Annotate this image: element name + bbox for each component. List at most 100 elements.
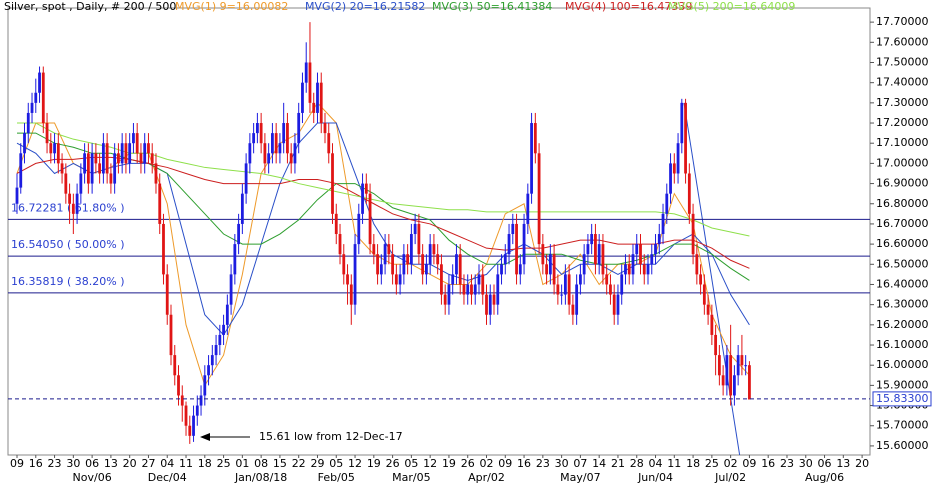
x-tick-label: 04	[649, 457, 663, 470]
candle-body	[101, 143, 105, 174]
candle-body	[229, 274, 233, 305]
candle-body	[139, 153, 143, 164]
candle-body	[473, 284, 477, 295]
level-label: 16.72281 ( 61.80% )	[11, 201, 125, 214]
candle-body	[75, 193, 79, 214]
candle-body	[642, 264, 646, 275]
candle-body	[451, 274, 455, 285]
y-tick-label: 16.80000	[876, 197, 929, 210]
candle-body	[639, 244, 642, 265]
annotation: 15.61 low from 12-Dec-17	[259, 430, 403, 443]
candle-body	[312, 102, 316, 113]
candle-body	[244, 163, 248, 194]
candle-body	[109, 173, 113, 184]
x-tick-label: 15	[273, 457, 287, 470]
candle-body	[496, 274, 500, 305]
candle-body	[440, 264, 443, 295]
trend-line	[683, 102, 741, 455]
x-tick-label: 05	[404, 457, 418, 470]
candle-body	[601, 244, 605, 275]
candle-body	[545, 264, 548, 275]
y-tick-label: 15.60000	[876, 439, 929, 452]
candle-body	[631, 254, 635, 275]
candle-body	[323, 123, 327, 134]
candle-body	[425, 264, 428, 275]
candle-body	[71, 203, 75, 214]
legend-entry: MVG(3) 50=16.41384	[432, 0, 552, 13]
candle-body	[443, 294, 447, 305]
candle-body	[748, 365, 751, 400]
candle-body	[590, 234, 594, 245]
candle-body	[503, 254, 507, 265]
candle-body	[612, 294, 616, 315]
x-tick-label: 25	[217, 457, 231, 470]
x-tick-label: 09	[498, 457, 512, 470]
candle-body	[567, 274, 571, 305]
candle-body	[654, 244, 657, 255]
y-tick-label: 17.00000	[876, 156, 929, 169]
candle-body	[357, 213, 361, 245]
x-tick-label: 30	[66, 457, 80, 470]
moving-average	[16, 156, 750, 269]
x-tick-label: 09	[10, 457, 24, 470]
x-tick-label: 16	[29, 457, 43, 470]
month-label: Jul/02	[714, 471, 746, 484]
candle-body	[184, 405, 188, 426]
candle-body	[240, 193, 244, 224]
candle-body	[192, 415, 195, 436]
candle-body	[45, 123, 49, 144]
candle-body	[113, 153, 117, 184]
candle-body	[616, 294, 620, 315]
candle-body	[169, 314, 173, 356]
candle-body	[214, 345, 218, 356]
candle-body	[26, 112, 30, 134]
plot-frame	[7, 7, 871, 456]
candle-body	[180, 395, 184, 406]
candle-body	[338, 234, 342, 255]
candle-body	[605, 274, 609, 285]
legend-entry: MVG(5) 200=16.64009	[668, 0, 795, 13]
candle-body	[597, 244, 601, 265]
candle-body	[609, 284, 612, 295]
candle-body	[710, 314, 714, 335]
candle-body	[56, 143, 60, 164]
month-label: Jan/08/18	[234, 471, 287, 484]
candle-body	[349, 284, 353, 305]
x-tick-label: 09	[742, 457, 756, 470]
y-tick-label: 16.50000	[876, 257, 929, 270]
candle-body	[650, 254, 654, 265]
candle-body	[252, 133, 256, 144]
y-tick-label: 16.30000	[876, 298, 929, 311]
candle-body	[327, 133, 331, 154]
x-tick-label: 26	[386, 457, 400, 470]
candle-body	[23, 133, 26, 154]
month-label: Feb/05	[318, 471, 355, 484]
candle-body	[210, 355, 214, 366]
candle-body	[128, 143, 132, 164]
x-tick-label: 27	[141, 457, 155, 470]
candle-body	[316, 82, 319, 113]
candle-body	[98, 163, 102, 174]
candle-body	[387, 244, 391, 255]
candle-body	[706, 304, 710, 315]
candle-body	[556, 284, 560, 295]
x-tick-label: 05	[329, 457, 343, 470]
candle-body	[391, 254, 394, 275]
candle-body	[406, 254, 410, 265]
legend-entry: MVG(4) 100=16.47339	[565, 0, 692, 13]
candle-body	[458, 254, 462, 285]
candle-body	[150, 153, 154, 164]
candle-body	[699, 274, 702, 285]
candle-body	[188, 425, 192, 436]
candle-body	[297, 112, 301, 144]
candle-body	[49, 143, 53, 154]
candle-body	[462, 284, 466, 295]
candle-body	[627, 264, 631, 275]
x-tick-label: 20	[855, 457, 869, 470]
candle-body	[222, 324, 225, 335]
candle-body	[124, 143, 128, 164]
x-tick-label: 28	[630, 457, 644, 470]
candle-body	[376, 254, 379, 275]
candle-body	[368, 193, 372, 245]
candle-body	[500, 264, 503, 275]
